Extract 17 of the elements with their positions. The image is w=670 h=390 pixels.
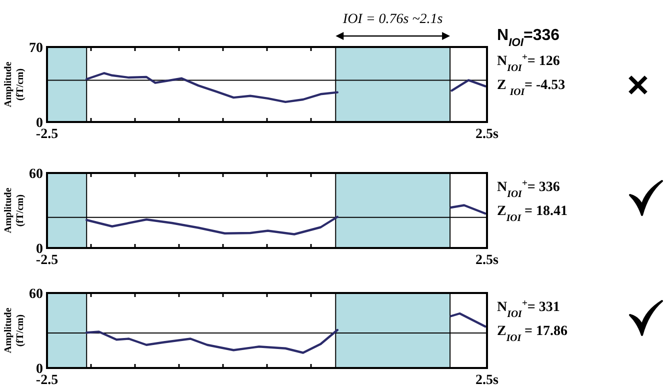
text: Z $_{IOI}$= -4.53 (497, 78, 566, 98)
y-axis-title: Amplitude (fT/cm) (3, 307, 26, 354)
x-tick-label: 2.5s (476, 373, 500, 388)
y-tick-label: 70 (29, 41, 43, 56)
x-tick-label: 2.5s (476, 127, 500, 142)
text: Z$_{IOI}$ = 17.86 (497, 324, 568, 344)
text: Z$_{IOI}$ = 18.41 (497, 204, 568, 224)
text: N$_{IOI}$$^{+}$= 126 (497, 52, 560, 74)
text: N$_{IOI}$$^{+}$= 331 (497, 298, 560, 320)
x-tick-label: 2.5s (476, 253, 500, 268)
y-tick-label: 60 (29, 167, 43, 182)
text: N$_{IOI}$$^{+}$= 336 (497, 178, 560, 200)
y-tick-label: 60 (29, 287, 43, 302)
text: N$_{IOI}$=336 (497, 27, 560, 49)
text: IOI = 0.76s ~2.1s (342, 12, 444, 27)
y-axis-title: Amplitude (fT/cm) (3, 61, 26, 108)
y-axis-title: Amplitude (fT/cm) (3, 187, 26, 234)
